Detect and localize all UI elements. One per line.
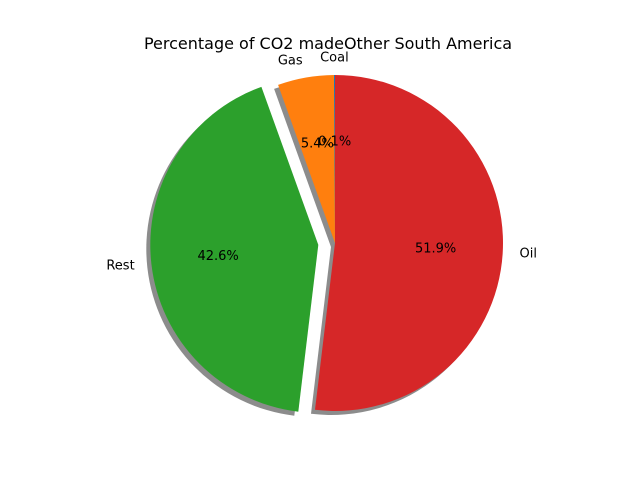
slice-labels: Coal 0.1% Gas 5.4% Rest 42.6% Oil 51.9%: [106, 51, 537, 274]
pie-slices: [150, 75, 503, 412]
chart-title: Percentage of CO2 madeOther South Americ…: [144, 34, 512, 53]
pie-slice-rest: [150, 86, 319, 412]
slice-label-rest: Rest: [106, 258, 134, 273]
slice-value-oil: 51.9%: [415, 242, 456, 257]
pie-slice-oil: [314, 75, 503, 411]
slice-value-gas: 5.4%: [301, 136, 334, 151]
slice-label-coal: Coal: [320, 51, 349, 66]
slice-label-oil: Oil: [519, 247, 536, 262]
pie-slice-gas: [278, 75, 335, 243]
slice-label-gas: Gas: [278, 54, 303, 69]
slice-value-rest: 42.6%: [197, 249, 238, 264]
slice-value-coal: 0.1%: [318, 135, 351, 150]
pie-slice-coal: [333, 75, 335, 243]
